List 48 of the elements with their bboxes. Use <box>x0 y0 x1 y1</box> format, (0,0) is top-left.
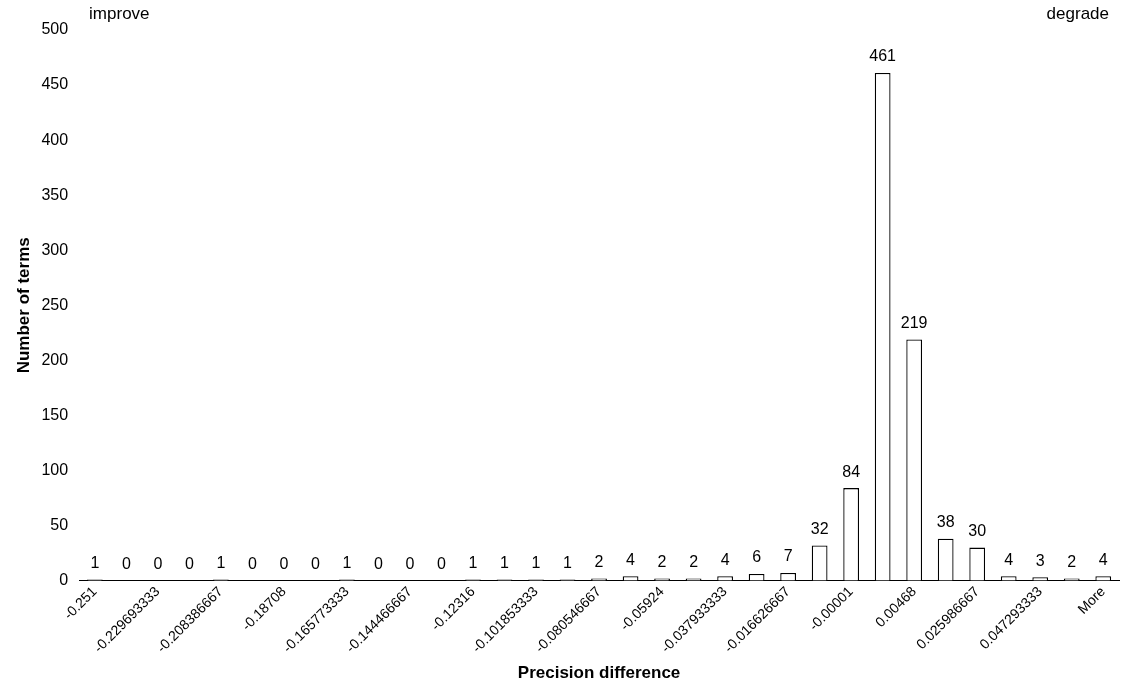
y-tick-label: 250 <box>41 295 69 313</box>
data-label: 219 <box>900 313 928 331</box>
y-tick-label: 500 <box>41 20 69 38</box>
text: degrade <box>1046 4 1109 24</box>
y-tick-label: 150 <box>41 405 69 423</box>
data-label: 0 <box>310 555 320 573</box>
data-label: 4 <box>626 550 636 568</box>
x-axis-title: Precision difference <box>517 663 681 683</box>
data-label: 84 <box>842 462 861 480</box>
data-label: 2 <box>657 552 667 570</box>
y-axis-title: Number of terms <box>13 237 33 374</box>
data-label: 1 <box>500 553 510 571</box>
data-label: 38 <box>936 513 955 531</box>
data-label: 0 <box>184 555 194 573</box>
data-label: 6 <box>752 548 762 566</box>
data-label: 0 <box>374 555 384 573</box>
y-tick-label: 200 <box>41 350 69 368</box>
data-label: 7 <box>783 547 793 565</box>
y-tick-label: 350 <box>41 185 69 203</box>
data-label: 1 <box>468 553 478 571</box>
data-label: 32 <box>810 519 829 537</box>
y-tick-label: 0 <box>59 571 69 589</box>
data-label: 3 <box>1035 551 1045 569</box>
y-tick-label: 300 <box>41 240 69 258</box>
data-label: 0 <box>121 555 131 573</box>
data-label: 1 <box>342 553 352 571</box>
text: improve <box>89 4 150 24</box>
data-label: 30 <box>968 521 987 539</box>
data-label: 1 <box>531 553 541 571</box>
data-label: 0 <box>279 555 289 573</box>
data-label: 0 <box>437 555 447 573</box>
data-label: 4 <box>720 550 730 568</box>
data-label: 4 <box>1098 550 1108 568</box>
y-tick-label: 450 <box>41 75 69 93</box>
y-tick-label: 400 <box>41 130 69 148</box>
data-label: 4 <box>1004 550 1014 568</box>
data-label: 1 <box>563 553 573 571</box>
data-label: 1 <box>90 553 100 571</box>
data-label: 2 <box>689 552 699 570</box>
data-label: 2 <box>594 552 604 570</box>
data-label: 1 <box>216 553 226 571</box>
data-label: 2 <box>1067 552 1077 570</box>
data-label: 461 <box>869 47 897 65</box>
data-label: 0 <box>405 555 415 573</box>
data-label: 0 <box>153 555 163 573</box>
y-tick-label: 100 <box>41 460 69 478</box>
y-tick-label: 50 <box>50 515 69 533</box>
data-label: 0 <box>247 555 257 573</box>
